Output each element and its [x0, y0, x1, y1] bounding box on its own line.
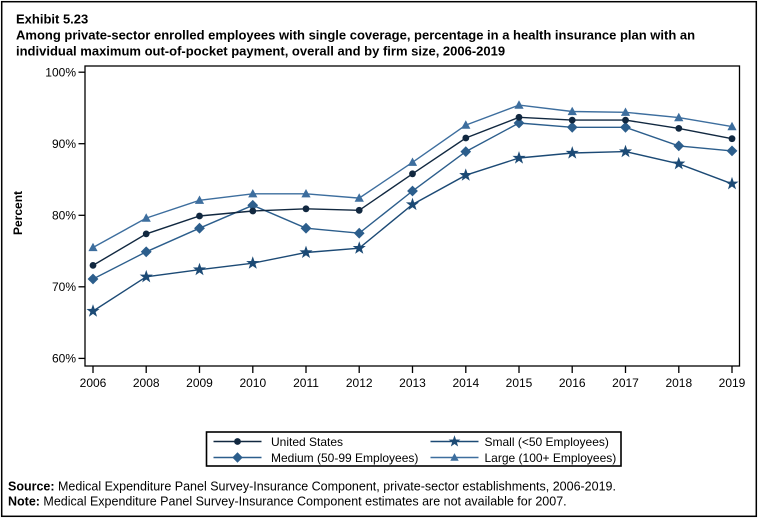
svg-text:Among private-sector enrolled: Among private-sector enrolled employees … — [16, 27, 695, 42]
svg-text:2016: 2016 — [559, 376, 586, 390]
svg-text:2010: 2010 — [239, 376, 266, 390]
svg-text:Medium (50-99 Employees): Medium (50-99 Employees) — [271, 451, 418, 465]
svg-text:70%: 70% — [52, 280, 76, 294]
svg-text:90%: 90% — [52, 137, 76, 151]
svg-text:2017: 2017 — [612, 376, 639, 390]
svg-text:2013: 2013 — [399, 376, 426, 390]
svg-text:60%: 60% — [52, 352, 76, 366]
svg-text:2006: 2006 — [80, 376, 107, 390]
svg-text:2009: 2009 — [186, 376, 213, 390]
svg-text:2014: 2014 — [452, 376, 479, 390]
svg-text:100%: 100% — [45, 66, 76, 80]
svg-text:2008: 2008 — [133, 376, 160, 390]
svg-text:2012: 2012 — [346, 376, 373, 390]
svg-text:2015: 2015 — [506, 376, 533, 390]
svg-text:2018: 2018 — [665, 376, 692, 390]
svg-text:Percent: Percent — [11, 191, 25, 235]
svg-text:Note: Medical Expenditure Pane: Note: Medical Expenditure Panel Survey-I… — [8, 495, 567, 509]
svg-text:Small (<50 Employees): Small (<50 Employees) — [485, 435, 609, 449]
svg-text:2011: 2011 — [293, 376, 319, 390]
svg-text:Source: Medical Expenditure Pa: Source: Medical Expenditure Panel Survey… — [8, 480, 616, 494]
svg-text:2019: 2019 — [719, 376, 746, 390]
svg-text:United States: United States — [271, 435, 343, 449]
svg-text:Exhibit 5.23: Exhibit 5.23 — [16, 11, 88, 26]
svg-text:Large (100+ Employees): Large (100+ Employees) — [485, 451, 617, 465]
svg-text:80%: 80% — [52, 209, 76, 223]
svg-text:individual maximum out-of-pock: individual maximum out-of-pocket payment… — [16, 43, 505, 58]
